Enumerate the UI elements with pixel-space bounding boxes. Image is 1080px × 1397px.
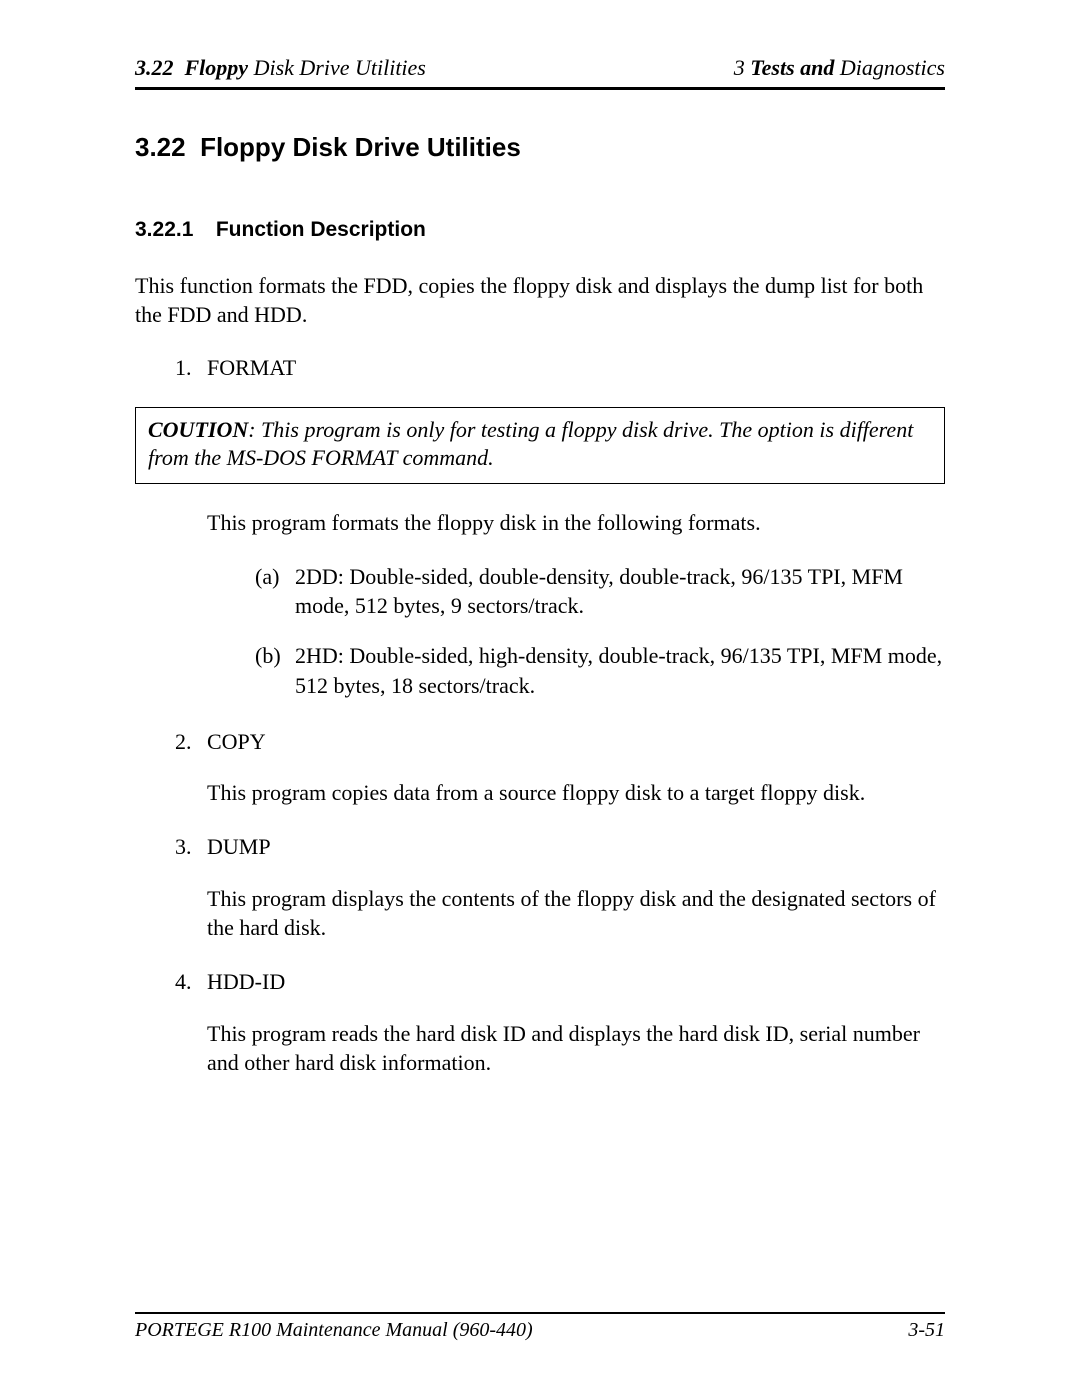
list-item-title: HDD-ID [207, 967, 945, 997]
caution-lead: COUTION [148, 417, 248, 442]
intro-paragraph: This function formats the FDD, copies th… [135, 272, 945, 329]
sub-list: (a) 2DD: Double-sided, double-density, d… [135, 562, 945, 701]
header-right-number: 3 [734, 55, 751, 80]
list-item-number: 4. [175, 967, 192, 997]
running-footer: PORTEGE R100 Maintenance Manual (960-440… [135, 1312, 945, 1342]
subsection-number: 3.22.1 [135, 218, 210, 242]
list-item-desc: This program copies data from a source f… [207, 778, 945, 808]
header-left-bold: Floppy [185, 55, 249, 80]
format-intro: This program formats the floppy disk in … [135, 508, 945, 538]
sub-list-item: (a) 2DD: Double-sided, double-density, d… [255, 562, 945, 621]
header-right: 3 Tests and Diagnostics [734, 55, 945, 81]
sub-item-number: (b) [255, 641, 281, 671]
numbered-list-cont: 2. COPY This program copies data from a … [135, 727, 945, 1079]
list-item: 2. COPY This program copies data from a … [175, 727, 945, 808]
list-item-number: 2. [175, 727, 192, 757]
header-right-rest: Diagnostics [834, 55, 945, 80]
sub-list-item: (b) 2HD: Double-sided, high-density, dou… [255, 641, 945, 700]
header-left-rest: Disk Drive Utilities [248, 55, 426, 80]
section-number: 3.22 [135, 132, 186, 162]
subsection-heading: 3.22.1 Function Description [135, 218, 945, 242]
list-item: 4. HDD-ID This program reads the hard di… [175, 967, 945, 1078]
sub-item-text: 2DD: Double-sided, double-density, doubl… [295, 564, 903, 619]
list-item-desc: This program displays the contents of th… [207, 884, 945, 943]
list-item: 1. FORMAT [175, 353, 945, 383]
list-item-number: 3. [175, 832, 192, 862]
list-item-number: 1. [175, 353, 192, 383]
list-item: 3. DUMP This program displays the conten… [175, 832, 945, 943]
numbered-list: 1. FORMAT [135, 353, 945, 383]
caution-box: COUTION: This program is only for testin… [135, 407, 945, 484]
section-title: Floppy Disk Drive Utilities [200, 132, 521, 162]
header-right-bold: Tests and [750, 55, 834, 80]
subsection-title: Function Description [216, 218, 426, 241]
header-left: 3.22 Floppy Disk Drive Utilities [135, 55, 426, 81]
list-item-title: COPY [207, 727, 945, 757]
sub-item-text: 2HD: Double-sided, high-density, double-… [295, 643, 942, 698]
caution-text: : This program is only for testing a flo… [148, 417, 913, 471]
section-heading: 3.22 Floppy Disk Drive Utilities [135, 132, 945, 163]
page: 3.22 Floppy Disk Drive Utilities 3 Tests… [0, 0, 1080, 1397]
list-item-title: FORMAT [207, 353, 945, 383]
footer-left: PORTEGE R100 Maintenance Manual (960-440… [135, 1319, 533, 1342]
running-header: 3.22 Floppy Disk Drive Utilities 3 Tests… [135, 55, 945, 90]
list-item-title: DUMP [207, 832, 945, 862]
footer-right: 3-51 [908, 1319, 945, 1342]
list-item-desc: This program reads the hard disk ID and … [207, 1019, 945, 1078]
sub-item-number: (a) [255, 562, 279, 592]
header-left-number: 3.22 [135, 55, 185, 80]
